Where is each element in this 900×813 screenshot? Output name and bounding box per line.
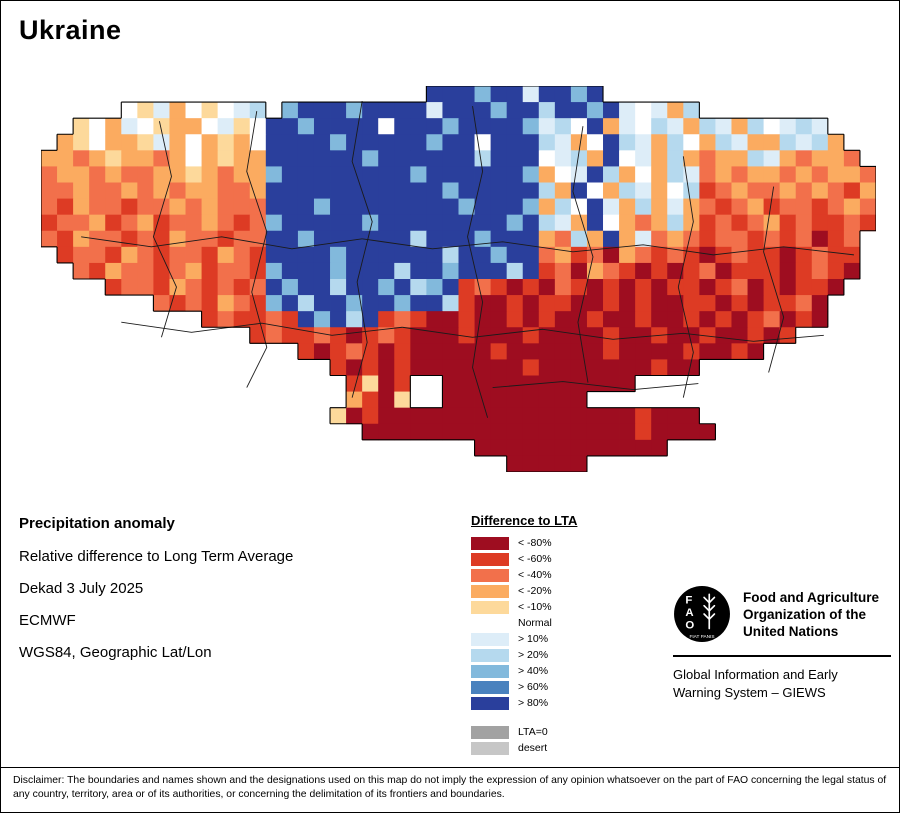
legend-label: LTA=0	[518, 726, 548, 738]
svg-text:A: A	[685, 607, 693, 619]
info-heading: Precipitation anomaly	[19, 515, 175, 532]
legend-label: desert	[518, 742, 548, 754]
legend: Difference to LTA < -80% < -60% < -40% < -2…	[471, 513, 577, 756]
fao-name: Food and Agriculture Organization of the…	[743, 585, 879, 640]
info-source: ECMWF	[19, 612, 76, 629]
legend-item-10: < -10%	[471, 599, 577, 615]
fao-logo-icon: FAO FIAT PANIS	[674, 586, 730, 642]
legend-swatch	[471, 664, 509, 678]
grid-cells	[41, 86, 876, 472]
fao-name-line: United Nations	[743, 624, 839, 639]
legend-item-40: < -40%	[471, 567, 577, 583]
info-subtitle: Relative difference to Long Term Average	[19, 548, 294, 565]
legend-item-60: > 60%	[471, 679, 577, 695]
wheat-icon	[703, 593, 716, 630]
legend-item-normal: Normal	[471, 615, 577, 631]
legend-items: < -80% < -60% < -40% < -20% < -10% Normal > 10…	[471, 535, 577, 711]
disclaimer: Disclaimer: The boundaries and names sho…	[1, 767, 899, 812]
legend-label: < -40%	[518, 569, 552, 581]
info-projection: WGS84, Geographic Lat/Lon	[19, 644, 212, 661]
legend-swatch	[471, 680, 509, 694]
legend-item-60: < -60%	[471, 551, 577, 567]
ukraine-map	[41, 86, 876, 474]
legend-label: > 20%	[518, 649, 549, 661]
legend-title: Difference to LTA	[471, 513, 578, 528]
legend-label: > 60%	[518, 681, 549, 693]
giews-line: Global Information and Early	[673, 667, 838, 682]
legend-item-40: > 40%	[471, 663, 577, 679]
svg-text:F: F	[685, 595, 692, 607]
fao-name-line: Organization of the	[743, 607, 866, 622]
legend-swatch	[471, 648, 509, 662]
page-title: Ukraine	[19, 15, 122, 45]
legend-label: < -20%	[518, 585, 552, 597]
giews-label: Global Information and Early Warning Sys…	[673, 666, 891, 702]
legend-label: < -60%	[518, 553, 552, 565]
legend-swatch	[471, 552, 509, 566]
legend-label: < -80%	[518, 537, 552, 549]
legend-swatch	[471, 616, 509, 630]
legend-swatch	[471, 741, 509, 755]
svg-text:O: O	[685, 620, 694, 632]
giews-line: Warning System – GIEWS	[673, 685, 826, 700]
legend-swatch	[471, 725, 509, 739]
map-info: Precipitation anomaly Relative differenc…	[19, 515, 293, 676]
legend-label: > 10%	[518, 633, 549, 645]
legend-swatch	[471, 632, 509, 646]
fao-name-line: Food and Agriculture	[743, 590, 879, 605]
legend-swatch	[471, 584, 509, 598]
legend-swatch	[471, 536, 509, 550]
fao-logo-motto: FIAT PANIS	[689, 634, 714, 640]
legend-item-desert: desert	[471, 740, 577, 756]
info-dekad: Dekad 3 July 2025	[19, 580, 144, 597]
legend-label: < -10%	[518, 601, 552, 613]
legend-swatch	[471, 696, 509, 710]
legend-item-80: > 80%	[471, 695, 577, 711]
legend-item-20: < -20%	[471, 583, 577, 599]
fao-divider	[673, 655, 891, 657]
legend-item-20: > 20%	[471, 647, 577, 663]
legend-swatch	[471, 600, 509, 614]
oblast-boundaries	[81, 101, 854, 418]
country-outline	[41, 86, 876, 472]
legend-item-10: > 10%	[471, 631, 577, 647]
legend-item-80: < -80%	[471, 535, 577, 551]
legend-swatch	[471, 568, 509, 582]
precipitation-grid	[41, 86, 876, 472]
legend-extra-items: LTA=0 desert	[471, 724, 577, 756]
legend-label: > 80%	[518, 697, 549, 709]
legend-label: Normal	[518, 617, 552, 629]
legend-item-lta-0: LTA=0	[471, 724, 577, 740]
legend-label: > 40%	[518, 665, 549, 677]
